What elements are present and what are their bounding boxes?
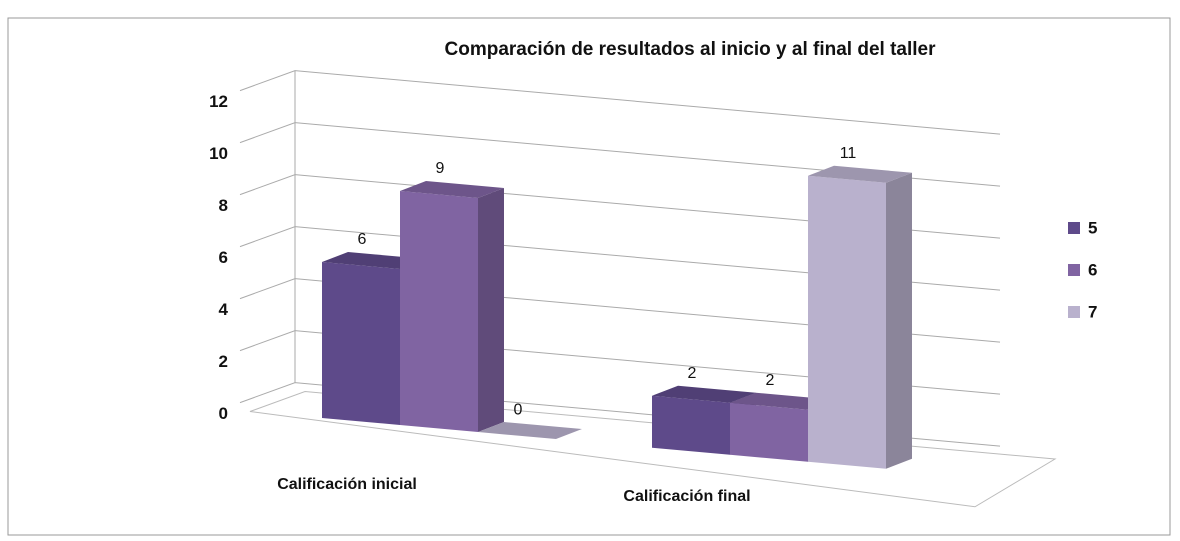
- bar-front: [322, 262, 400, 426]
- bar: [400, 181, 504, 433]
- value-label: 2: [766, 372, 775, 389]
- y-tick-label: 12: [209, 92, 228, 111]
- legend-label: 5: [1088, 218, 1097, 237]
- bar-front: [652, 395, 730, 455]
- legend-label: 6: [1088, 260, 1097, 279]
- bar-front: [400, 191, 478, 433]
- y-tick-label: 4: [219, 300, 229, 319]
- chart-border: [7, 17, 1171, 536]
- value-label: 9: [436, 160, 445, 177]
- value-label: 2: [688, 365, 697, 382]
- bar-side: [886, 172, 912, 469]
- value-label: 11: [840, 145, 857, 162]
- bar-front: [730, 402, 808, 462]
- y-tick-label: 0: [219, 404, 228, 423]
- bar-top: [478, 422, 582, 440]
- x-tick-label: Calificación inicial: [277, 476, 417, 493]
- x-tick-label: Calificación final: [623, 488, 750, 505]
- legend-swatch: [1068, 306, 1080, 318]
- bar-top: [652, 385, 756, 403]
- value-label: 6: [358, 231, 367, 248]
- bar-front: [808, 175, 886, 469]
- chart-title: Comparación de resultados al inicio y al…: [445, 39, 937, 60]
- legend-swatch: [1068, 264, 1080, 276]
- legend-swatch: [1068, 222, 1080, 234]
- bar-top: [400, 181, 504, 199]
- y-tick-label: 10: [209, 144, 228, 163]
- bar-side: [478, 188, 504, 433]
- floor: [249, 391, 1057, 508]
- y-tick-label: 8: [219, 196, 228, 215]
- bar: [478, 422, 582, 440]
- value-label: 0: [514, 401, 523, 418]
- bar-top: [808, 165, 912, 183]
- y-tick-label: 6: [219, 248, 228, 267]
- bar: [808, 165, 912, 469]
- legend-label: 7: [1088, 302, 1097, 321]
- y-tick-label: 2: [219, 352, 228, 371]
